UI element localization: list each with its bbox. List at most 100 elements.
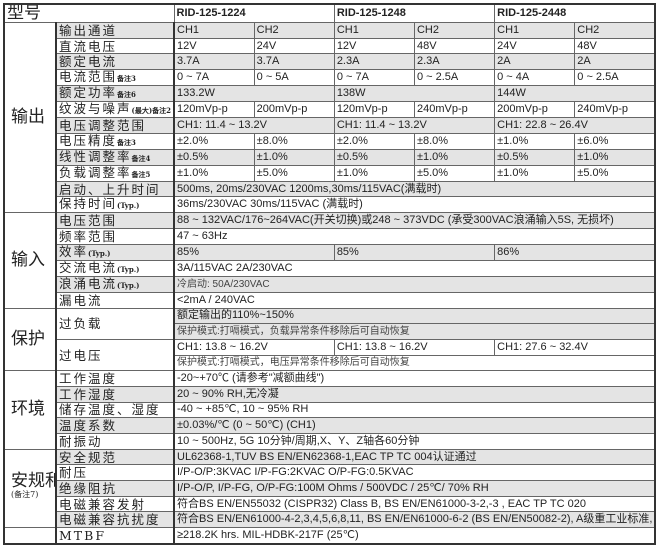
spec-value: 240mVp-p (574, 101, 656, 119)
spec-label-text: 线性调整率 (59, 149, 132, 164)
spec-label-text: 效率 (59, 244, 89, 259)
spec-label-text: 电压调整范围 (59, 117, 147, 133)
spec-value: 0 ~ 4A (494, 69, 576, 87)
spec-label: 储存温度、湿度 (55, 401, 175, 419)
spec-label: 电流范围备注3 (55, 69, 175, 87)
spec-label: 电磁兼容发射 (55, 495, 175, 513)
spec-value: ±1.0% (333, 164, 415, 182)
spec-value: 240mVp-p (413, 101, 496, 119)
spec-value: ±5.0% (413, 164, 496, 182)
spec-value: 47 ~ 63Hz (173, 228, 656, 245)
spec-row: 电流范围备注3 0 ~ 7A 0 ~ 5A 0 ~ 7A 0 ~ 2.5A 0 ~ 4A 0… (4, 69, 656, 87)
spec-note: 备注6 (117, 90, 136, 100)
model-name: RID-125-1224 (173, 3, 335, 23)
spec-row: 负载调整率备注5 ±1.0% ±5.0% ±1.0% ±5.0% ±1.0% ±5.0% (4, 164, 656, 182)
spec-value: 保护模式:打嗝模式，负载异常条件移除后可自动恢复 (173, 323, 656, 340)
spec-value: -40 ~ +85℃, 10 ~ 95% RH (173, 401, 656, 419)
spec-value: CH2 (413, 22, 496, 39)
spec-value: I/P-O/P, I/P-FG, O/P-FG:100M Ohms / 500V… (173, 480, 656, 497)
spec-value: CH2 (574, 22, 656, 39)
spec-row: 环境 工作温度 -20~+70℃ (请参考"减额曲线") (3, 370, 656, 450)
spec-value: ±8.0% (413, 132, 496, 150)
spec-value: ±0.5% (494, 148, 576, 166)
group-label-text: 输入 (11, 249, 45, 270)
spec-value: 120mVp-p (173, 101, 255, 119)
spec-value: CH1: 11.4 ~ 13.2V (173, 117, 335, 134)
spec-label-text: 直流电压 (59, 38, 118, 54)
spec-value: ±5.0% (253, 164, 335, 182)
group-label-text: 安规和电磁兼容 (11, 471, 54, 492)
spec-label-text: 额定功率 (59, 85, 118, 101)
spec-label-text: 温度系数 (59, 418, 118, 434)
spec-note: 备注3 (117, 74, 136, 84)
spec-value: -20~+70℃ (请参考"减额曲线") (173, 370, 656, 387)
spec-row: 保护 过负载 额定输出的110%~150% (3, 307, 656, 372)
group-label: 环境 (3, 370, 57, 450)
spec-label-text: 交流电流 (59, 260, 118, 275)
spec-value: ±2.0% (333, 132, 415, 150)
spec-row: 电压精度备注3 ±2.0% ±8.0% ±2.0% ±8.0% ±1.0% ±6.0% (4, 132, 656, 150)
spec-value: 2A (574, 53, 656, 71)
spec-row: 纹波与噪声(最大)备注2 120mVp-p 200mVp-p 120mVp-p 240m… (4, 101, 656, 119)
spec-value: 200mVp-p (494, 101, 576, 119)
spec-label-text: 电压精度 (59, 133, 118, 148)
spec-value: 3.7A (253, 53, 335, 71)
spec-value: 120mVp-p (333, 101, 415, 119)
spec-value: 12V (173, 37, 255, 55)
spec-row: 浪涌电流(Typ.) 冷启动: 50A/230VAC (4, 275, 656, 293)
spec-value: CH1 (333, 22, 415, 39)
spec-value: 冷启动: 50A/230VAC (173, 275, 656, 293)
spec-row: 储存温度、湿度 -40 ~ +85℃, 10 ~ 95% RH (4, 401, 656, 419)
spec-value: 额定输出的110%~150% (173, 307, 656, 325)
spec-label: 直流电压 (55, 37, 175, 55)
spec-value: ≥218.2K hrs. MIL-HDBK-217F (25℃) (173, 527, 656, 545)
spec-value: 24V (494, 37, 576, 55)
spec-value: ±0.5% (173, 148, 255, 166)
spec-value: CH1: 13.8 ~ 16.2V (173, 338, 335, 356)
group-label-text: 环境 (11, 399, 45, 420)
spec-note: (Typ.) (117, 201, 140, 211)
spec-row: 过电压 CH1: 13.8 ~ 16.2V CH1: 13.8 ~ 16.2V CH1… (4, 338, 656, 372)
spec-value: CH1: 11.4 ~ 13.2V (333, 117, 496, 134)
spec-label: 额定电流 (55, 53, 175, 71)
spec-label: 频率范围 (55, 228, 175, 245)
spec-label: 纹波与噪声(最大)备注2 (55, 101, 175, 119)
spec-label-text: 电压范围 (59, 213, 118, 229)
group-label-text: 保护 (11, 328, 45, 349)
spec-value: 0 ~ 5A (253, 69, 335, 87)
spec-row: 电磁兼容发射 符合BS EN/EN55032 (CISPR32) Class B,… (4, 495, 656, 513)
spec-row: MTBF ≥218.2K hrs. MIL-HDBK-217F (25℃) (3, 527, 656, 545)
spec-note: 备注5 (131, 169, 151, 179)
spec-label: 交流电流(Typ.) (55, 259, 175, 277)
model-label: 型号 (3, 3, 175, 23)
spec-value: I/P-O/P:3KVAC I/P-FG:2KVAC O/P-FG:0.5KVA… (173, 464, 656, 482)
spec-row: 直流电压 12V 24V 12V 48V 24V 48V (4, 37, 656, 55)
spec-value: 3A/115VAC 2A/230VAC (173, 259, 656, 277)
model-name: RID-125-2448 (494, 3, 656, 23)
spec-value: 200mVp-p (253, 101, 335, 119)
spec-row: 额定电流 3.7A 3.7A 2.3A 2.3A 2A 2A (4, 53, 656, 71)
spec-value: 0 ~ 2.5A (413, 69, 496, 87)
spec-row: 耐振动 10 ~ 500Hz, 5G 10分钟/周期,X、Y、Z轴各60分钟 (4, 433, 656, 450)
spec-label-text: 工作温度 (59, 371, 118, 387)
spec-label: 过电压 (55, 338, 175, 372)
spec-label: 工作温度 (55, 370, 175, 387)
spec-value: ±0.03%/℃ (0 ~ 50℃) (CH1) (173, 417, 656, 434)
spec-label-text: 额定电流 (59, 54, 118, 70)
spec-row: 额定功率备注6 133.2W 138W 144W (4, 85, 656, 103)
spec-row: 漏电流 <2mA / 240VAC (4, 291, 656, 309)
spec-label-text: 安全规范 (59, 449, 118, 465)
spec-label: MTBF (55, 527, 175, 545)
spec-label: 工作湿度 (55, 385, 175, 403)
spec-label-text: 过负载 (59, 316, 103, 332)
spec-label-text: MTBF (59, 527, 106, 543)
spec-label: 电压范围 (55, 212, 175, 230)
spec-value: 133.2W (173, 85, 335, 103)
spec-note: (最大)备注2 (131, 106, 172, 116)
spec-label: 电压精度备注3 (55, 132, 175, 150)
spec-label-text: 保持时间 (59, 196, 118, 212)
spec-value: ±1.0% (173, 164, 255, 182)
spec-row: 温度系数 ±0.03%/℃ (0 ~ 50℃) (CH1) (4, 417, 656, 434)
spec-value: 0 ~ 2.5A (574, 69, 656, 87)
